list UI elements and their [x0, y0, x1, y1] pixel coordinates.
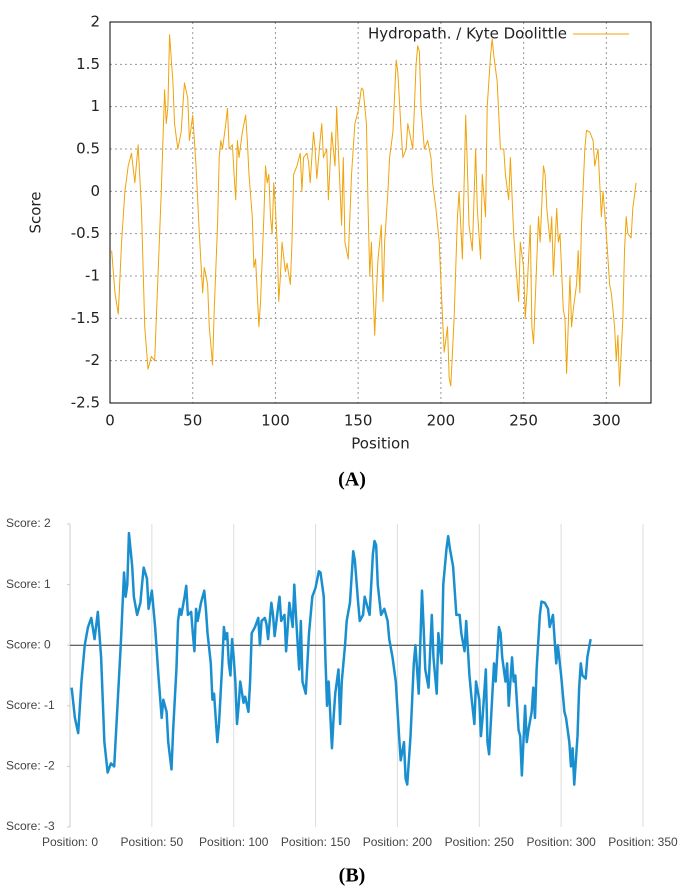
x-tick-label: Position: 300 [526, 835, 596, 849]
x-tick-label: 100 [261, 412, 290, 430]
y-tick-label: -0.5 [71, 224, 100, 242]
plot-frame [109, 21, 652, 404]
y-tick-label: -2.5 [71, 394, 100, 412]
x-axis-label: Position [351, 435, 409, 453]
x-tick-label: 50 [183, 412, 202, 430]
x-tick-label: 300 [592, 412, 621, 430]
y-tick-label: 2 [90, 13, 100, 31]
y-tick-label: -2 [85, 351, 100, 369]
y-tick-label: 0.5 [76, 140, 100, 158]
x-tick-label: 0 [105, 412, 115, 430]
x-tick-label: Position: 200 [363, 835, 433, 849]
x-tick-label: Position: 0 [42, 835, 98, 849]
caption: (A) [338, 469, 366, 491]
data-line [111, 34, 637, 387]
y-axis-label: Score [27, 191, 45, 233]
x-tick-label: Position: 250 [445, 835, 515, 849]
x-tick-label: 150 [344, 412, 373, 430]
y-tick-label: 1.5 [76, 55, 100, 73]
y-tick-label: Score: -2 [6, 759, 55, 773]
x-tick-label: 200 [427, 412, 456, 430]
caption: (B) [339, 865, 366, 887]
x-tick-label: Position: 150 [281, 835, 351, 849]
x-tick-label: Position: 350 [608, 835, 678, 849]
x-tick-label: 250 [509, 412, 538, 430]
y-tick-label: -1 [85, 267, 100, 285]
chart: -2.5 -2 -1.5 -1 -0.5 0 0.5 1 1.5 2 0 50 100 150 200 250… [27, 13, 652, 491]
y-tick-label: 0 [90, 182, 100, 200]
x-tick-label: Position: 100 [199, 835, 269, 849]
y-tick-label: Score: 0 [6, 637, 51, 651]
y-tick-label: Score: 2 [6, 516, 51, 530]
y-tick-label: Score: -1 [6, 698, 55, 712]
x-tick-label: Position: 50 [120, 835, 183, 849]
y-tick-label: -1.5 [71, 309, 100, 327]
data-line [70, 531, 592, 786]
y-tick-label: Score: 1 [6, 577, 51, 591]
legend-label: Hydropath. / Kyte Doolittle [368, 25, 567, 43]
y-tick-label: 1 [90, 97, 100, 115]
chart: Score: -3 Score: -2 Score: -1 Score: 0 Score… [6, 516, 678, 886]
y-tick-label: Score: -3 [6, 819, 55, 833]
